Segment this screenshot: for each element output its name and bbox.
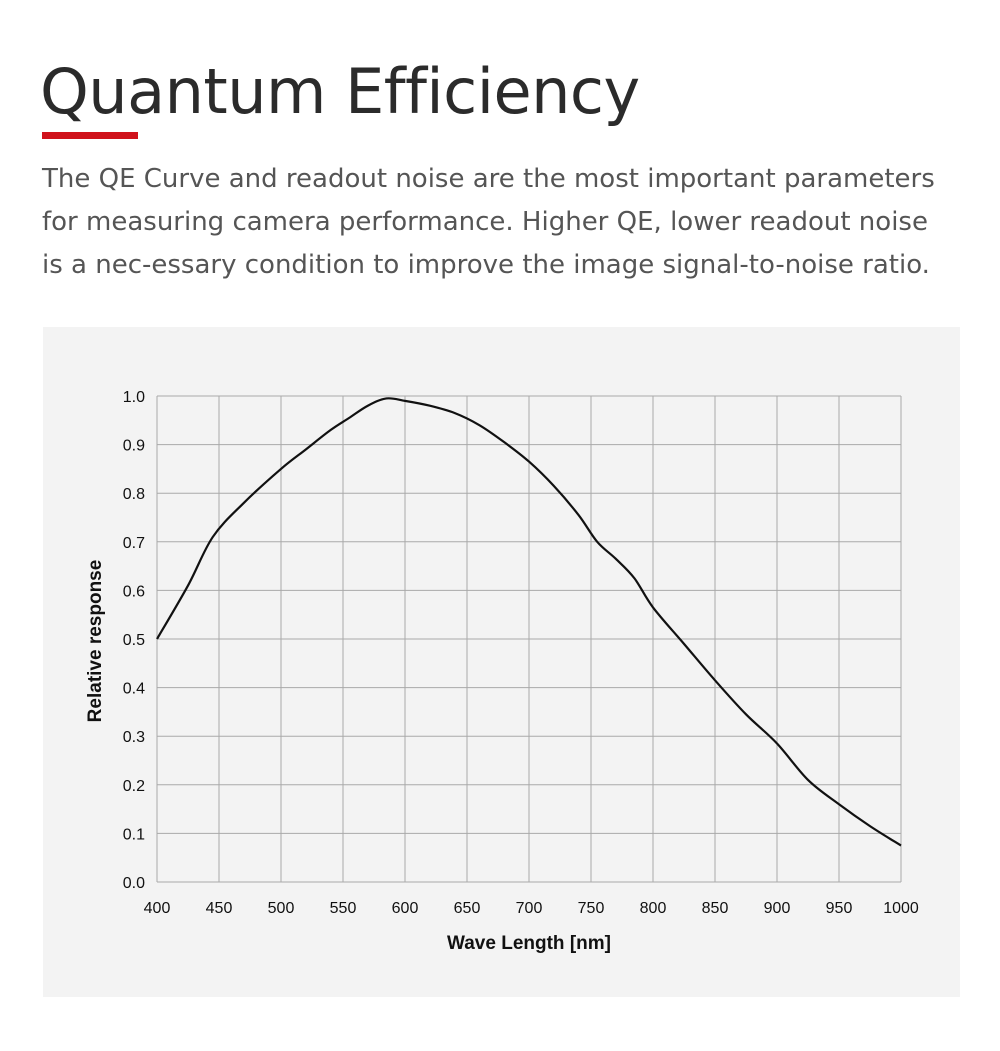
title-accent-bar	[42, 132, 138, 139]
x-tick-label: 850	[702, 900, 729, 917]
x-tick-label: 1000	[883, 900, 919, 917]
y-tick-label: 0.9	[123, 438, 145, 455]
x-tick-label: 950	[826, 900, 853, 917]
x-axis-ticks: 400 450 500 550 600 650 700 750 800 850 900 950 1000	[144, 900, 919, 917]
x-tick-label: 900	[764, 900, 791, 917]
y-tick-label: 0.1	[123, 826, 145, 843]
chart-series	[156, 397, 902, 847]
page-description: The QE Curve and readout noise are the m…	[42, 164, 935, 280]
y-tick-label: 0.3	[123, 729, 145, 746]
x-axis-label: Wave Length [nm]	[447, 933, 611, 954]
x-tick-label: 800	[640, 900, 667, 917]
y-axis-ticks: 0.0 0.1 0.2 0.3 0.4 0.5 0.6 0.7 0.8 0.9 1.0	[123, 389, 145, 892]
y-tick-label: 1.0	[123, 389, 145, 406]
y-axis-label: Relative response	[85, 560, 106, 723]
x-tick-label: 600	[392, 900, 419, 917]
x-tick-label: 550	[330, 900, 357, 917]
x-tick-label: 750	[578, 900, 605, 917]
qe-line-chart: 0.0 0.1 0.2 0.3 0.4 0.5 0.6 0.7 0.8 0.9 1.0 400 450…	[85, 389, 919, 954]
y-tick-label: 0.2	[123, 778, 145, 795]
page-title: Quantum Efficiency	[40, 55, 640, 128]
y-tick-label: 0.4	[123, 681, 145, 698]
y-tick-label: 0.0	[123, 875, 145, 892]
x-tick-label: 700	[516, 900, 543, 917]
x-tick-label: 650	[454, 900, 481, 917]
y-tick-label: 0.8	[123, 486, 145, 503]
y-tick-label: 0.5	[123, 632, 145, 649]
chart-panel: 0.0 0.1 0.2 0.3 0.4 0.5 0.6 0.7 0.8 0.9 1.0 400 450…	[43, 327, 960, 997]
x-tick-label: 500	[268, 900, 295, 917]
qe-curve-line	[156, 397, 902, 847]
x-tick-label: 400	[144, 900, 171, 917]
y-tick-label: 0.7	[123, 535, 145, 552]
x-tick-label: 450	[206, 900, 233, 917]
y-tick-label: 0.6	[123, 583, 145, 600]
chart-grid	[156, 395, 902, 883]
